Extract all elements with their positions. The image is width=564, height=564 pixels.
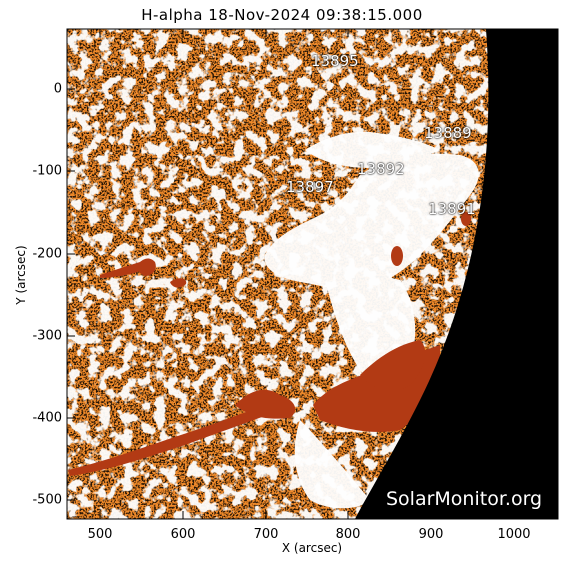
y-tick-label: -100 [32,163,62,179]
x-axis-label: X (arcsec) [281,541,343,555]
y-tick-label: -500 [32,492,62,508]
x-tick-label: 600 [170,527,196,542]
active-region-label: 13889 [424,124,472,142]
active-region-label: 13892 [357,160,405,178]
y-ticks [67,88,558,501]
x-tick-label: 500 [87,527,113,542]
y-tick-label: -400 [32,410,62,426]
y-tick-label: -300 [32,328,62,344]
space-beyond-limb [355,29,558,519]
x-tick-label: 800 [335,527,361,542]
x-tick-label: 1000 [497,527,531,542]
filament [68,212,471,476]
plage-region [264,131,479,509]
plot-frame [66,28,559,520]
watermark-text: SolarMonitor.org [386,488,543,510]
y-axis-label: Y (arcsec) [14,245,28,305]
y-tick-label: 0 [53,81,62,97]
x-ticks [99,29,515,519]
active-region-label: 13891 [428,200,476,218]
active-region-label: 13895 [311,52,359,70]
active-region-label: 13897 [286,178,334,196]
x-tick-label: 700 [253,527,279,542]
image-title: H-alpha 18-Nov-2024 09:38:15.000 [141,6,423,24]
x-tick-label: 900 [418,527,444,542]
y-tick-label: -200 [32,246,62,262]
